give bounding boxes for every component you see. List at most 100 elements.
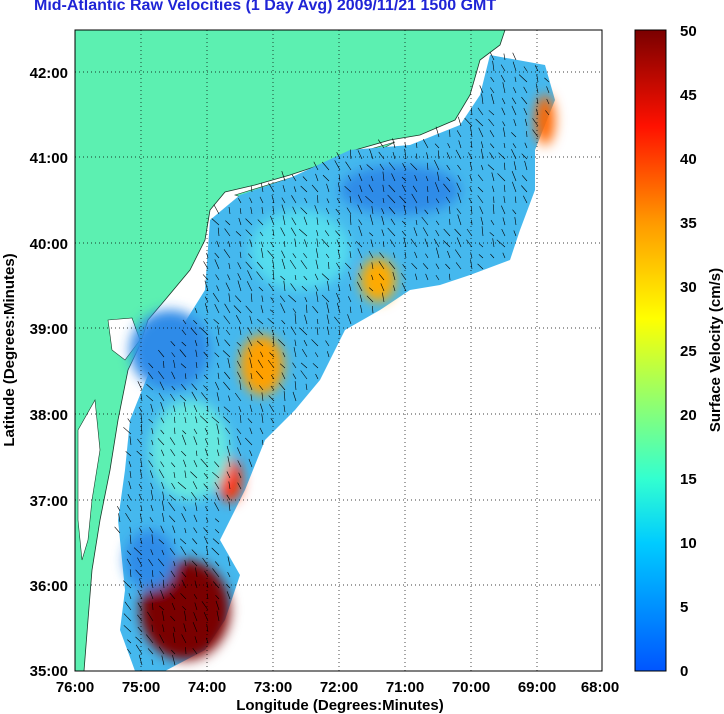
current-arrow bbox=[489, 87, 495, 94]
current-arrow bbox=[411, 193, 418, 204]
current-arrow bbox=[193, 405, 198, 413]
current-arrow bbox=[369, 214, 374, 226]
current-arrow bbox=[524, 118, 528, 127]
current-arrow bbox=[216, 285, 220, 292]
current-arrow bbox=[215, 274, 220, 281]
current-arrow bbox=[200, 458, 209, 468]
current-arrow bbox=[437, 171, 440, 182]
y-tick-label: 36:00 bbox=[30, 578, 68, 595]
current-arrow bbox=[278, 382, 286, 391]
current-arrow bbox=[404, 142, 407, 149]
current-arrow bbox=[289, 259, 297, 270]
current-arrow bbox=[240, 415, 242, 424]
current-arrow bbox=[133, 547, 143, 556]
current-arrow bbox=[336, 219, 341, 226]
current-arrow bbox=[491, 93, 495, 105]
current-arrow bbox=[157, 438, 165, 446]
current-arrow bbox=[206, 252, 209, 259]
current-arrow bbox=[160, 402, 165, 413]
current-arrow bbox=[228, 262, 231, 270]
current-arrow bbox=[521, 96, 528, 105]
current-arrow bbox=[260, 403, 264, 413]
current-arrow bbox=[170, 393, 176, 402]
current-arrow bbox=[271, 195, 275, 204]
current-arrow bbox=[157, 558, 165, 567]
current-arrow bbox=[336, 292, 341, 303]
current-arrow bbox=[281, 319, 286, 325]
current-arrow bbox=[481, 148, 484, 160]
current-arrow bbox=[523, 107, 528, 116]
current-arrow bbox=[344, 262, 352, 270]
current-arrow bbox=[194, 580, 198, 589]
current-arrow bbox=[359, 185, 363, 193]
current-arrow bbox=[382, 171, 385, 182]
current-arrow bbox=[446, 164, 451, 171]
current-arrow bbox=[137, 614, 143, 622]
current-arrow bbox=[535, 83, 539, 94]
current-arrow bbox=[511, 149, 517, 160]
current-arrow bbox=[170, 570, 176, 578]
current-arrow bbox=[183, 401, 187, 413]
current-arrow bbox=[435, 263, 440, 270]
current-arrow bbox=[145, 634, 154, 644]
current-arrow bbox=[357, 204, 363, 215]
current-arrow bbox=[125, 451, 132, 457]
current-arrow bbox=[180, 450, 187, 457]
current-arrow bbox=[277, 339, 286, 347]
current-arrow bbox=[489, 130, 495, 138]
current-arrow bbox=[470, 259, 473, 270]
current-arrow bbox=[146, 383, 154, 391]
current-arrow bbox=[239, 241, 242, 248]
current-arrow bbox=[365, 195, 374, 204]
current-arrow bbox=[371, 206, 374, 215]
current-arrow bbox=[238, 217, 242, 226]
current-arrow bbox=[138, 406, 143, 413]
current-arrow bbox=[214, 502, 220, 512]
current-arrow bbox=[350, 149, 352, 160]
current-arrow bbox=[249, 450, 253, 457]
current-arrow bbox=[149, 590, 154, 600]
current-arrow bbox=[357, 248, 363, 259]
current-arrow bbox=[126, 550, 132, 556]
current-arrow bbox=[291, 174, 297, 182]
current-arrow bbox=[280, 303, 286, 314]
current-arrow bbox=[211, 218, 220, 226]
current-arrow bbox=[325, 253, 330, 259]
current-arrow bbox=[279, 295, 286, 303]
y-tick-label: 37:00 bbox=[30, 493, 68, 510]
current-arrow bbox=[170, 340, 176, 347]
current-arrow bbox=[404, 251, 407, 259]
current-arrow bbox=[126, 504, 132, 512]
current-arrow bbox=[359, 294, 363, 303]
current-arrow bbox=[312, 306, 319, 314]
y-axis-label: Latitude (Degrees:Minutes) bbox=[1, 253, 18, 446]
current-arrow bbox=[228, 241, 231, 248]
current-arrow bbox=[422, 227, 429, 237]
current-arrow bbox=[213, 319, 220, 325]
current-arrow bbox=[415, 273, 418, 281]
current-arrow bbox=[136, 450, 143, 457]
current-arrow bbox=[118, 513, 121, 523]
current-arrow bbox=[249, 197, 253, 204]
current-arrow bbox=[171, 352, 176, 358]
current-arrow bbox=[184, 528, 187, 534]
current-arrow bbox=[281, 258, 286, 270]
current-arrow bbox=[140, 394, 143, 402]
current-arrow bbox=[446, 152, 451, 160]
current-arrow bbox=[214, 259, 220, 270]
current-arrow bbox=[489, 152, 495, 160]
current-arrow bbox=[195, 362, 198, 369]
current-arrow bbox=[196, 450, 198, 457]
current-arrow bbox=[292, 253, 297, 259]
current-arrow bbox=[123, 580, 132, 589]
current-arrow bbox=[391, 173, 396, 182]
current-arrow bbox=[151, 534, 154, 545]
colorbar-tick-label: 15 bbox=[680, 471, 697, 488]
current-arrow bbox=[204, 438, 209, 446]
current-arrow bbox=[388, 184, 396, 193]
current-arrow bbox=[313, 161, 319, 171]
current-arrow bbox=[457, 164, 462, 171]
colorbar-tick-label: 50 bbox=[680, 23, 697, 40]
current-arrow bbox=[414, 251, 418, 259]
current-arrow bbox=[443, 240, 451, 248]
